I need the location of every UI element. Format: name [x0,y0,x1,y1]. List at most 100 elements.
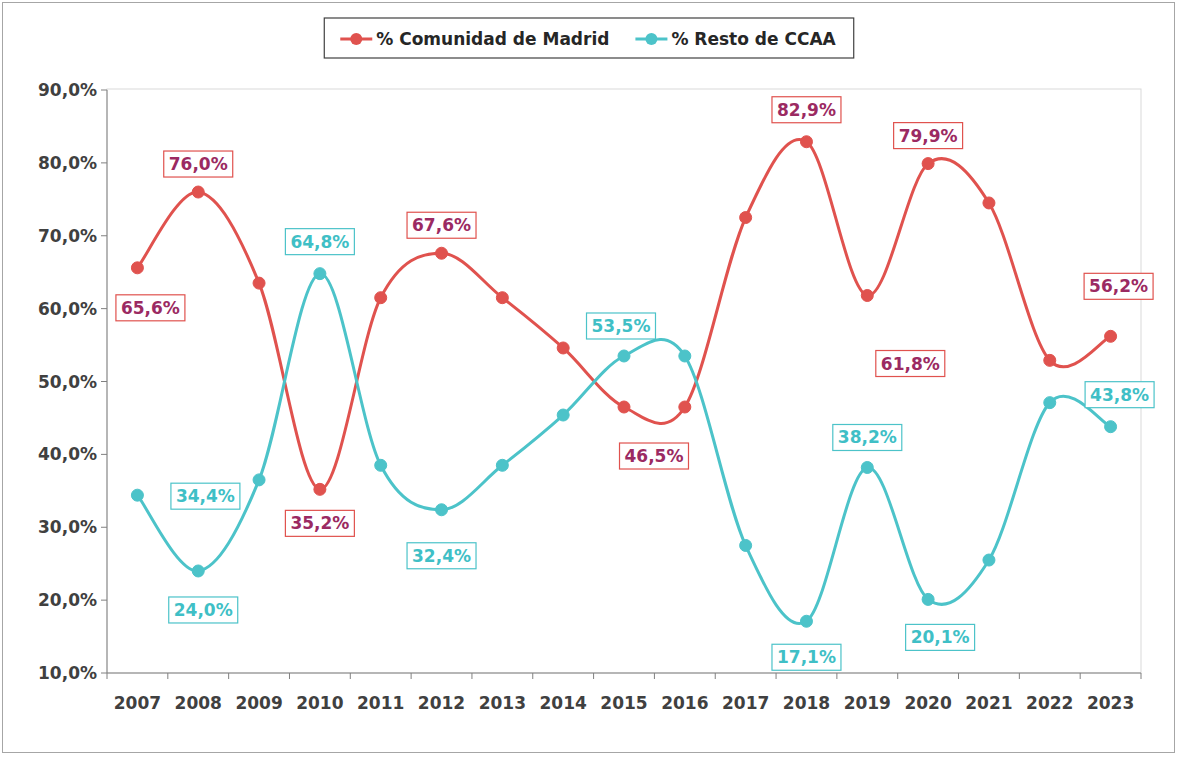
x-tick-label: 2010 [296,693,343,713]
data-label-box [171,483,240,509]
data-label: 67,6% [407,212,476,238]
data-label: 43,8% [1085,382,1154,408]
chart-frame [3,3,1175,753]
data-label-text: 35,2% [290,513,349,533]
data-label-text: 43,8% [1090,385,1149,405]
data-label-box [876,351,945,377]
legend-marker [350,33,362,45]
series-line [137,139,1110,489]
data-label: 17,1% [772,644,841,670]
x-tick-label: 2019 [844,693,891,713]
series-marker [192,186,204,198]
y-tick-label: 60,0% [38,299,97,319]
series-marker [314,483,326,495]
x-tick-label: 2009 [235,693,282,713]
data-label: 76,0% [164,151,233,177]
x-tick [715,673,716,679]
x-tick [532,673,533,679]
series-line [137,274,1110,624]
data-label-box [894,123,963,149]
x-tick-label: 2023 [1087,693,1134,713]
x-tick [1080,673,1081,679]
y-tick-label: 30,0% [38,517,97,537]
y-tick [101,454,107,455]
series-marker [800,615,812,627]
x-tick-label: 2011 [357,693,404,713]
series-marker [436,247,448,259]
series-marker [375,459,387,471]
x-tick [471,673,472,679]
series-marker [253,277,265,289]
series-marker [800,136,812,148]
legend-item: % Resto de CCAA [635,29,836,49]
y-tick [101,600,107,601]
series-marker [192,565,204,577]
data-label: 35,2% [285,510,354,536]
data-label-box [164,151,233,177]
data-label-box [620,443,689,469]
y-tick-label: 20,0% [38,590,97,610]
data-label: 32,4% [407,543,476,569]
series-marker [618,350,630,362]
data-label: 38,2% [833,424,902,450]
y-tick-label: 90,0% [38,80,97,100]
data-label-text: 46,5% [625,446,684,466]
series-marker [679,401,691,413]
x-tick-label: 2014 [540,693,587,713]
data-label-text: 34,4% [176,486,235,506]
data-label: 56,2% [1084,273,1153,299]
plot-frame [107,89,1141,673]
series-marker [131,262,143,274]
data-label-text: 65,6% [121,298,180,318]
x-tick [167,673,168,679]
series-marker [618,401,630,413]
data-label-text: 61,8% [881,354,940,374]
x-tick [228,673,229,679]
data-label: 24,0% [169,597,238,623]
series-marker [983,197,995,209]
data-label: 46,5% [620,443,689,469]
x-tick-label: 2013 [479,693,526,713]
data-label: 61,8% [876,351,945,377]
x-tick-label: 2007 [114,693,161,713]
plot-area [131,136,1116,628]
series-marker [922,593,934,605]
data-label-text: 82,9% [777,100,836,120]
series-marker [679,350,691,362]
series-marker [983,554,995,566]
series-marker [861,461,873,473]
y-tick-label: 80,0% [38,153,97,173]
legend: % Comunidad de Madrid % Resto de CCAA [324,18,853,58]
series-marker [922,158,934,170]
x-tick-label: 2022 [1026,693,1073,713]
x-tick-label: 2008 [175,693,222,713]
data-label-text: 17,1% [777,647,836,667]
data-label: 34,4% [171,483,240,509]
series-marker [861,290,873,302]
data-label-box [772,644,841,670]
x-tick [1019,673,1020,679]
series-marker [1044,354,1056,366]
series-marker [314,268,326,280]
y-tick [101,235,107,236]
y-tick [101,90,107,91]
data-label-text: 56,2% [1089,276,1148,296]
x-tick-label: 2015 [600,693,647,713]
data-label-box [407,543,476,569]
data-label-box [1085,382,1154,408]
y-tick [101,527,107,528]
x-tick [958,673,959,679]
x-tick-label: 2016 [661,693,708,713]
y-tick-label: 70,0% [38,226,97,246]
data-labels: 65,6%76,0%35,2%67,6%46,5%82,9%61,8%79,9%… [116,97,1154,671]
data-label-box [772,97,841,123]
data-label-text: 20,1% [911,627,970,647]
data-label-box [116,295,185,321]
x-tick-label: 2020 [904,693,951,713]
series-marker [253,474,265,486]
legend-text: % Resto de CCAA [671,29,836,49]
legend-item: % Comunidad de Madrid [340,29,609,49]
series-marker [1105,421,1117,433]
x-tick [411,673,412,679]
data-label-text: 24,0% [174,600,233,620]
